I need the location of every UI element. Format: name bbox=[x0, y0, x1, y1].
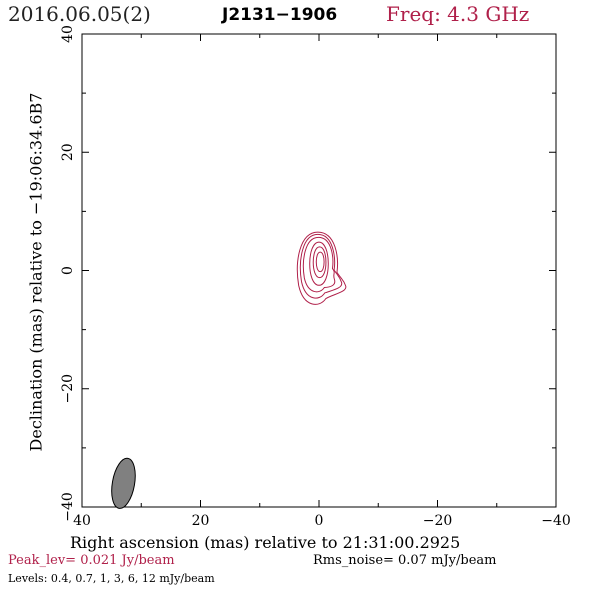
contour-line bbox=[302, 236, 336, 293]
x-tick-label: −20 bbox=[423, 513, 453, 529]
contour-levels: Levels: 0.4, 0.7, 1, 3, 6, 12 mJy/beam bbox=[8, 572, 215, 585]
source-name: J2131−1906 bbox=[222, 5, 338, 25]
x-tick-label: −40 bbox=[541, 513, 571, 529]
y-tick-label: 40 bbox=[60, 25, 76, 43]
axis-tick-labels: 40 20 0 −20 −40 −40 −20 0 20 40 bbox=[60, 25, 571, 529]
y-tick-label: −40 bbox=[60, 492, 76, 522]
beam-shape bbox=[111, 457, 136, 509]
plot-frame bbox=[81, 33, 557, 508]
frequency-label: Freq: 4.3 GHz bbox=[386, 2, 530, 26]
y-tick-label: 20 bbox=[60, 143, 76, 161]
y-tick-label: 0 bbox=[60, 266, 76, 275]
x-tick-label: 0 bbox=[315, 513, 324, 529]
y-tick-label: −20 bbox=[60, 374, 76, 404]
rms-noise: Rms_noise= 0.07 mJy/beam bbox=[313, 553, 497, 568]
contour-line bbox=[296, 231, 347, 305]
beam-ellipse bbox=[111, 457, 136, 509]
y-axis-label: Declination (mas) relative to −19:06:34.… bbox=[26, 92, 46, 452]
epoch-date: 2016.06.05(2) bbox=[8, 2, 151, 26]
peak-level: Peak_lev= 0.021 Jy/beam bbox=[8, 553, 175, 568]
contour-line bbox=[299, 233, 343, 299]
contour-line bbox=[309, 241, 329, 286]
x-tick-label: 40 bbox=[73, 513, 91, 529]
axis-ticks bbox=[81, 33, 557, 508]
contour-lines bbox=[296, 231, 347, 305]
x-tick-label: 20 bbox=[192, 513, 210, 529]
contour-line bbox=[315, 251, 325, 273]
contour-line bbox=[312, 246, 327, 279]
x-axis-label: Right ascension (mas) relative to 21:31:… bbox=[70, 533, 461, 552]
